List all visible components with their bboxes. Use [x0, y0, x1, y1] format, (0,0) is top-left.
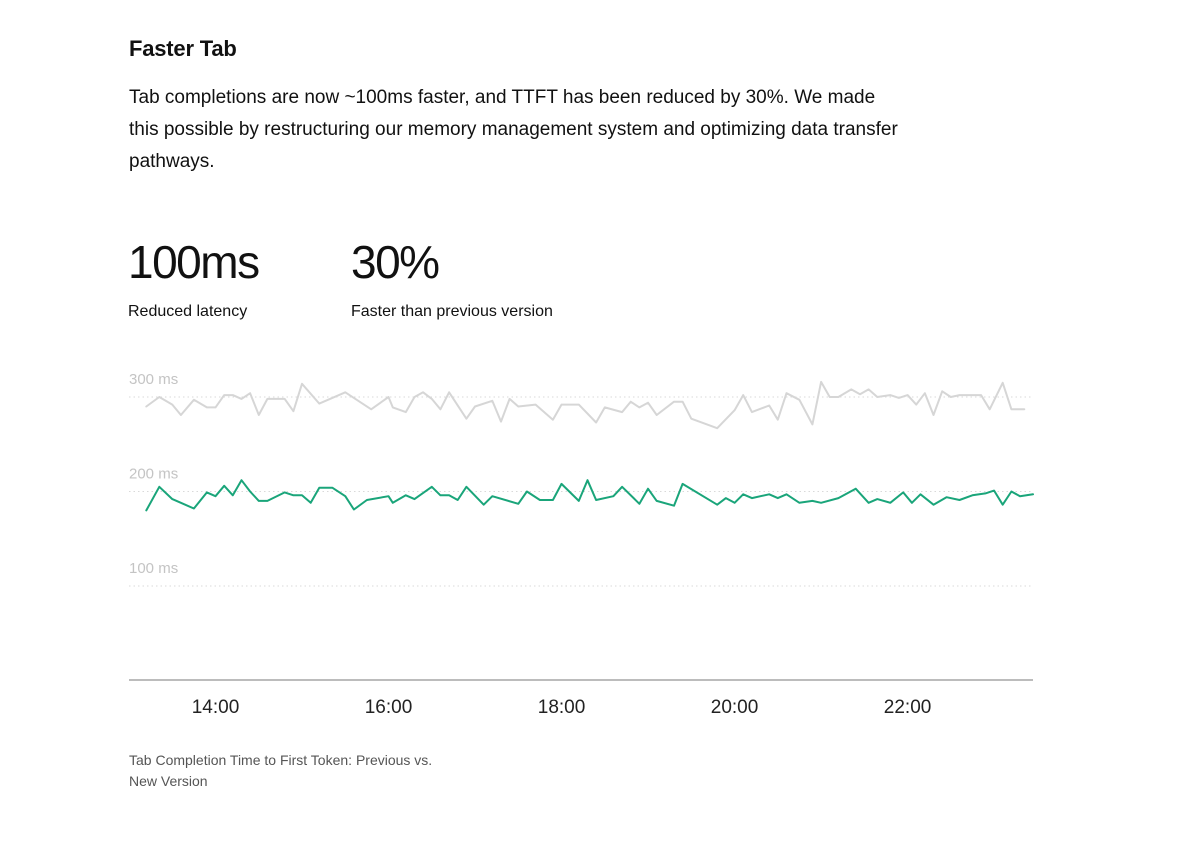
- y-tick-label-300: 300 ms: [129, 371, 178, 388]
- series-line-previous: [145, 380, 1026, 430]
- x-tick-label-1800: 18:00: [538, 697, 586, 718]
- stat-speedup-value: 30%: [351, 236, 440, 288]
- stat-speedup: 30% Faster than previous version: [351, 236, 553, 321]
- x-tick-label-1400: 14:00: [192, 697, 240, 718]
- series-line-new: [145, 479, 1034, 512]
- stat-latency-value: 100ms: [128, 236, 260, 288]
- chart-caption: Tab Completion Time to First Token: Prev…: [129, 752, 433, 789]
- x-tick-label-1600: 16:00: [365, 697, 413, 718]
- stat-latency-label: Reduced latency: [128, 303, 248, 320]
- y-tick-label-200: 200 ms: [129, 466, 178, 483]
- stat-speedup-label: Faster than previous version: [351, 303, 553, 320]
- section-description: Tab completions are now ~100ms faster, a…: [129, 87, 898, 172]
- x-tick-label-2000: 20:00: [711, 697, 759, 718]
- stat-latency: 100ms Reduced latency: [128, 236, 260, 321]
- section-title: Faster Tab: [129, 36, 237, 61]
- x-tick-label-2200: 22:00: [884, 697, 932, 718]
- y-tick-label-100: 100 ms: [129, 560, 178, 577]
